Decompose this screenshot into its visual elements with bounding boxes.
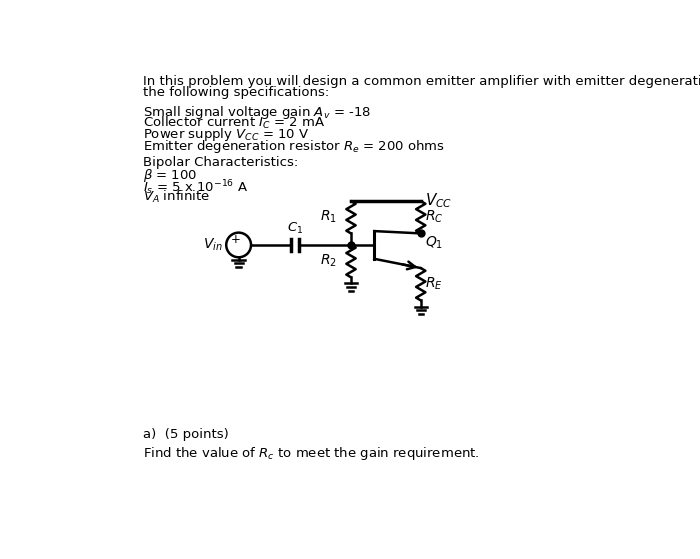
Text: $R_C$: $R_C$ — [426, 209, 444, 225]
Text: $R_2$: $R_2$ — [320, 253, 337, 269]
Text: $R_E$: $R_E$ — [426, 276, 443, 292]
Text: $V_{CC}$: $V_{CC}$ — [426, 192, 453, 210]
Text: In this problem you will design a common emitter amplifier with emitter degenera: In this problem you will design a common… — [144, 75, 700, 88]
Text: $C_1$: $C_1$ — [287, 221, 303, 236]
Text: $\beta$ = 100: $\beta$ = 100 — [144, 167, 197, 184]
Text: Small signal voltage gain $A_v$ = -18: Small signal voltage gain $A_v$ = -18 — [144, 104, 372, 121]
Text: $V_A$ infinite: $V_A$ infinite — [144, 189, 211, 205]
Text: Power supply $V_{CC}$ = 10 V: Power supply $V_{CC}$ = 10 V — [144, 126, 310, 143]
Text: Collector current $I_C$ = 2 mA: Collector current $I_C$ = 2 mA — [144, 115, 326, 131]
Text: the following specifications:: the following specifications: — [144, 86, 330, 98]
Text: Find the value of $R_c$ to meet the gain requirement.: Find the value of $R_c$ to meet the gain… — [144, 445, 480, 462]
Text: $R_1$: $R_1$ — [320, 209, 337, 225]
Text: Emitter degeneration resistor $R_e$ = 200 ohms: Emitter degeneration resistor $R_e$ = 20… — [144, 138, 445, 154]
Text: $Q_1$: $Q_1$ — [426, 235, 444, 252]
Text: a)  (5 points): a) (5 points) — [144, 428, 229, 441]
Text: $V_{in}$: $V_{in}$ — [204, 237, 223, 253]
Text: +: + — [230, 233, 241, 246]
Text: $I_s$ = 5 x 10$^{-16}$ A: $I_s$ = 5 x 10$^{-16}$ A — [144, 178, 248, 197]
Text: Bipolar Characteristics:: Bipolar Characteristics: — [144, 155, 298, 169]
